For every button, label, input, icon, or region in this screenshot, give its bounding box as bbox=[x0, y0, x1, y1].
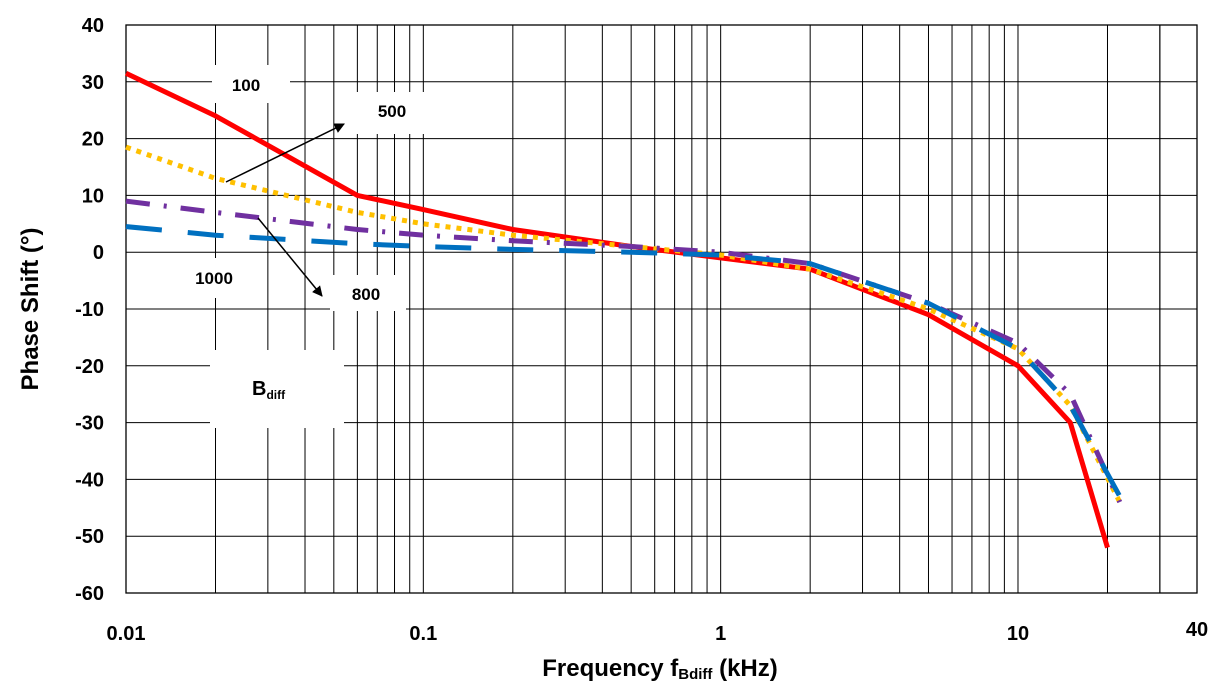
legend-title-sub: diff bbox=[266, 388, 286, 402]
label-box bbox=[348, 92, 430, 134]
arrow-1000-to-800 bbox=[257, 217, 323, 297]
series-line-1000 bbox=[125, 224, 1122, 498]
label-box bbox=[212, 65, 290, 103]
axis-titles: Frequency fBdiff (kHz)Phase Shift (°) bbox=[17, 228, 778, 683]
y-tick-label: -10 bbox=[75, 299, 104, 321]
y-tick-label: 30 bbox=[82, 72, 104, 94]
annotations: 100 500 800 1000 Bdiff bbox=[195, 76, 406, 402]
series-lines bbox=[124, 71, 1123, 549]
annotation-label-500: 500 bbox=[378, 102, 406, 121]
y-tick-label: -50 bbox=[75, 526, 104, 548]
label-box bbox=[172, 258, 250, 298]
series-line-800 bbox=[125, 198, 1123, 504]
annotation-label-1000: 1000 bbox=[195, 269, 233, 288]
legend-title-main: B bbox=[252, 378, 266, 400]
x-axis-title-main: Frequency f bbox=[542, 655, 679, 682]
x-tick-label: 0.01 bbox=[107, 623, 146, 645]
annotation-label-100: 100 bbox=[232, 76, 260, 95]
x-axis-title: Frequency fBdiff (kHz) bbox=[542, 655, 778, 683]
y-tick-label: -60 bbox=[75, 583, 104, 605]
x-tick-label: 40 bbox=[1186, 619, 1208, 641]
grid bbox=[125, 24, 1198, 594]
x-tick-label: 10 bbox=[1007, 623, 1029, 645]
y-tick-label: -30 bbox=[75, 413, 104, 435]
y-axis-title: Phase Shift (°) bbox=[17, 228, 44, 391]
x-axis-title-unit: (kHz) bbox=[712, 655, 777, 682]
x-axis-title-sub: Bdiff bbox=[678, 666, 713, 683]
arrow-100-to-500 bbox=[225, 123, 345, 183]
y-tick-label: 10 bbox=[82, 185, 104, 207]
label-box bbox=[330, 275, 406, 311]
y-tick-label: -20 bbox=[75, 356, 104, 378]
annotation-label-800: 800 bbox=[352, 285, 380, 304]
y-tick-label: 0 bbox=[93, 242, 104, 264]
x-tick-label: 0.1 bbox=[409, 623, 437, 645]
y-tick-label: -40 bbox=[75, 469, 104, 491]
label-box bbox=[210, 350, 344, 428]
legend-title: Bdiff bbox=[252, 378, 286, 402]
x-tick-label: 1 bbox=[715, 623, 726, 645]
y-tick-label: 40 bbox=[82, 15, 104, 37]
y-tick-label: 20 bbox=[82, 129, 104, 151]
